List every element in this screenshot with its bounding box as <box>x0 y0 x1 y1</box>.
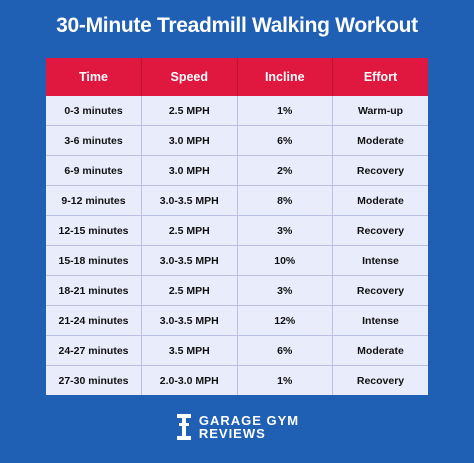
cell-speed: 3.0-3.5 MPH <box>141 245 238 276</box>
table-header-row: Time Speed Incline Effort <box>46 58 428 96</box>
table-row: 9-12 minutes 3.0-3.5 MPH 8% Moderate <box>46 185 428 216</box>
cell-incline: 3% <box>237 275 333 306</box>
cell-time: 12-15 minutes <box>46 215 142 246</box>
cell-effort: Moderate <box>332 185 428 216</box>
cell-time: 6-9 minutes <box>46 155 142 186</box>
cell-speed: 2.5 MPH <box>141 275 238 306</box>
cell-effort: Intense <box>332 245 428 276</box>
cell-time: 15-18 minutes <box>46 245 142 276</box>
cell-incline: 12% <box>237 305 333 336</box>
cell-effort: Moderate <box>332 125 428 156</box>
workout-table-container: Time Speed Incline Effort 0-3 minutes 2.… <box>46 58 428 395</box>
cell-time: 18-21 minutes <box>46 275 142 306</box>
cell-incline: 2% <box>237 155 333 186</box>
cell-incline: 1% <box>237 365 333 395</box>
cell-time: 27-30 minutes <box>46 365 142 395</box>
cell-effort: Recovery <box>332 275 428 306</box>
table-row: 0-3 minutes 2.5 MPH 1% Warm-up <box>46 96 428 126</box>
dumbbell-logo-icon <box>176 414 191 440</box>
table-row: 12-15 minutes 2.5 MPH 3% Recovery <box>46 215 428 246</box>
cell-effort: Moderate <box>332 335 428 366</box>
workout-table: Time Speed Incline Effort 0-3 minutes 2.… <box>46 58 428 395</box>
table-row: 3-6 minutes 3.0 MPH 6% Moderate <box>46 125 428 156</box>
table-row: 6-9 minutes 3.0 MPH 2% Recovery <box>46 155 428 186</box>
table-row: 18-21 minutes 2.5 MPH 3% Recovery <box>46 275 428 306</box>
cell-speed: 3.0 MPH <box>141 125 238 156</box>
cell-incline: 1% <box>237 96 333 126</box>
cell-incline: 8% <box>237 185 333 216</box>
column-header-effort: Effort <box>332 58 428 96</box>
brand-wordmark: GARAGE GYM REVIEWS <box>199 414 299 440</box>
table-row: 15-18 minutes 3.0-3.5 MPH 10% Intense <box>46 245 428 276</box>
cell-incline: 10% <box>237 245 333 276</box>
cell-effort: Recovery <box>332 365 428 395</box>
table-row: 27-30 minutes 2.0-3.0 MPH 1% Recovery <box>46 365 428 395</box>
cell-time: 0-3 minutes <box>46 96 142 126</box>
table-row: 21-24 minutes 3.0-3.5 MPH 12% Intense <box>46 305 428 336</box>
column-header-time: Time <box>46 58 142 96</box>
cell-speed: 3.0-3.5 MPH <box>141 185 238 216</box>
cell-time: 24-27 minutes <box>46 335 142 366</box>
cell-effort: Recovery <box>332 155 428 186</box>
cell-time: 21-24 minutes <box>46 305 142 336</box>
cell-incline: 6% <box>237 125 333 156</box>
cell-incline: 3% <box>237 215 333 246</box>
cell-speed: 3.5 MPH <box>141 335 238 366</box>
cell-speed: 3.0 MPH <box>141 155 238 186</box>
cell-effort: Recovery <box>332 215 428 246</box>
column-header-incline: Incline <box>237 58 333 96</box>
cell-effort: Warm-up <box>332 96 428 126</box>
cell-speed: 3.0-3.5 MPH <box>141 305 238 336</box>
cell-time: 3-6 minutes <box>46 125 142 156</box>
page-title: 30-Minute Treadmill Walking Workout <box>56 14 418 37</box>
cell-time: 9-12 minutes <box>46 185 142 216</box>
cell-effort: Intense <box>332 305 428 336</box>
cell-speed: 2.0-3.0 MPH <box>141 365 238 395</box>
column-header-speed: Speed <box>141 58 238 96</box>
brand-line-2: REVIEWS <box>198 426 266 441</box>
cell-speed: 2.5 MPH <box>141 96 238 126</box>
brand-line-1: GARAGE GYM <box>198 413 300 428</box>
brand-logo: GARAGE GYM REVIEWS <box>0 412 474 442</box>
cell-incline: 6% <box>237 335 333 366</box>
table-row: 24-27 minutes 3.5 MPH 6% Moderate <box>46 335 428 366</box>
cell-speed: 2.5 MPH <box>141 215 238 246</box>
